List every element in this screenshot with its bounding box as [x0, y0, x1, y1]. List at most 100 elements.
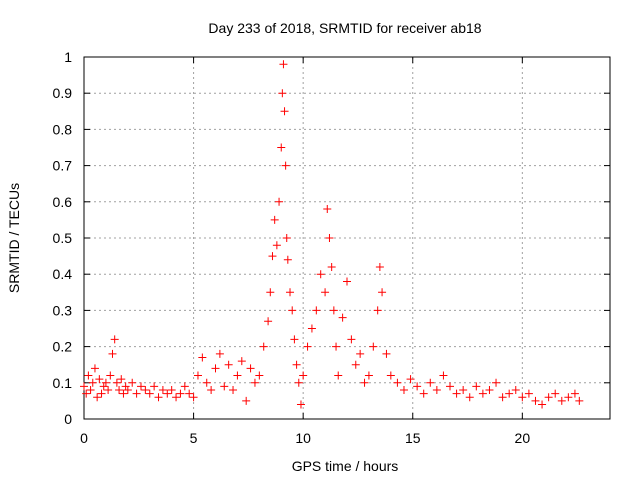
data-point: [172, 393, 181, 402]
data-point: [518, 393, 527, 402]
chart-title: Day 233 of 2018, SRMTID for receiver ab1…: [208, 20, 481, 36]
y-tick-label: 0.8: [53, 121, 73, 137]
data-point: [275, 197, 284, 206]
data-point: [193, 371, 202, 380]
y-tick-label: 1: [64, 49, 72, 65]
y-tick-label: 0.5: [53, 230, 73, 246]
data-point: [312, 306, 321, 315]
data-point: [286, 288, 295, 297]
data-point: [163, 389, 172, 398]
data-point: [119, 389, 128, 398]
data-point: [321, 288, 330, 297]
data-point: [369, 342, 378, 351]
data-point: [452, 389, 461, 398]
data-point: [132, 389, 141, 398]
data-point: [272, 241, 281, 250]
data-point: [255, 371, 264, 380]
data-points: [80, 60, 584, 409]
data-point: [386, 371, 395, 380]
data-point: [136, 382, 145, 391]
data-point: [279, 60, 288, 69]
data-point: [220, 382, 229, 391]
data-point: [498, 393, 507, 402]
data-point: [207, 386, 216, 395]
data-point: [288, 306, 297, 315]
data-point: [88, 378, 97, 387]
data-point: [117, 375, 126, 384]
data-point: [128, 378, 137, 387]
data-point: [250, 378, 259, 387]
data-point: [145, 389, 154, 398]
data-point: [360, 378, 369, 387]
data-point: [112, 378, 121, 387]
data-point: [505, 389, 514, 398]
y-tick-label: 0.7: [53, 158, 73, 174]
data-point: [511, 386, 520, 395]
data-point: [283, 255, 292, 264]
data-point: [97, 389, 106, 398]
data-point: [278, 89, 287, 98]
data-point: [378, 288, 387, 297]
data-point: [281, 161, 290, 170]
data-point: [531, 396, 540, 405]
data-point: [364, 371, 373, 380]
data-point: [211, 364, 220, 373]
data-point: [373, 306, 382, 315]
data-point: [108, 349, 117, 358]
data-point: [259, 342, 268, 351]
data-point: [557, 396, 566, 405]
grid-lines: [84, 57, 610, 419]
data-point: [280, 107, 289, 116]
data-point: [303, 342, 312, 351]
y-tick-label: 0.3: [53, 302, 73, 318]
x-tick-label: 20: [515, 430, 531, 446]
y-axis-label: SRMTID / TECUs: [6, 183, 22, 293]
data-point: [419, 389, 428, 398]
data-point: [233, 371, 242, 380]
data-point: [268, 252, 277, 261]
data-point: [426, 378, 435, 387]
data-point: [224, 360, 233, 369]
data-point: [246, 364, 255, 373]
data-point: [101, 378, 110, 387]
data-point: [465, 393, 474, 402]
data-point: [99, 382, 108, 391]
data-point: [432, 386, 441, 395]
data-point: [307, 324, 316, 333]
data-point: [323, 205, 332, 214]
data-point: [492, 378, 501, 387]
data-point: [115, 386, 124, 395]
x-tick-label: 0: [80, 430, 88, 446]
axis-ticks: 00.10.20.30.40.50.60.70.80.910 5 10 15 20: [53, 49, 610, 446]
data-point: [564, 393, 573, 402]
data-point: [329, 306, 338, 315]
data-point: [446, 382, 455, 391]
data-point: [299, 371, 308, 380]
data-point: [292, 360, 301, 369]
data-point: [202, 378, 211, 387]
data-point: [575, 396, 584, 405]
data-point: [316, 270, 325, 279]
data-point: [93, 393, 102, 402]
data-point: [296, 400, 305, 409]
x-axis-label: GPS time / hours: [292, 458, 399, 474]
data-point: [334, 371, 343, 380]
data-point: [106, 371, 115, 380]
data-point: [123, 386, 132, 395]
data-point: [382, 349, 391, 358]
data-point: [524, 389, 533, 398]
data-point: [189, 393, 198, 402]
data-point: [570, 389, 579, 398]
data-point: [154, 393, 163, 402]
data-point: [327, 262, 336, 271]
data-point: [90, 364, 99, 373]
data-point: [343, 277, 351, 286]
plot-frame: [83, 56, 611, 420]
data-point: [242, 396, 251, 405]
data-point: [351, 360, 360, 369]
data-point: [121, 382, 130, 391]
data-point: [290, 335, 299, 344]
data-point: [478, 389, 487, 398]
data-point: [270, 215, 279, 224]
